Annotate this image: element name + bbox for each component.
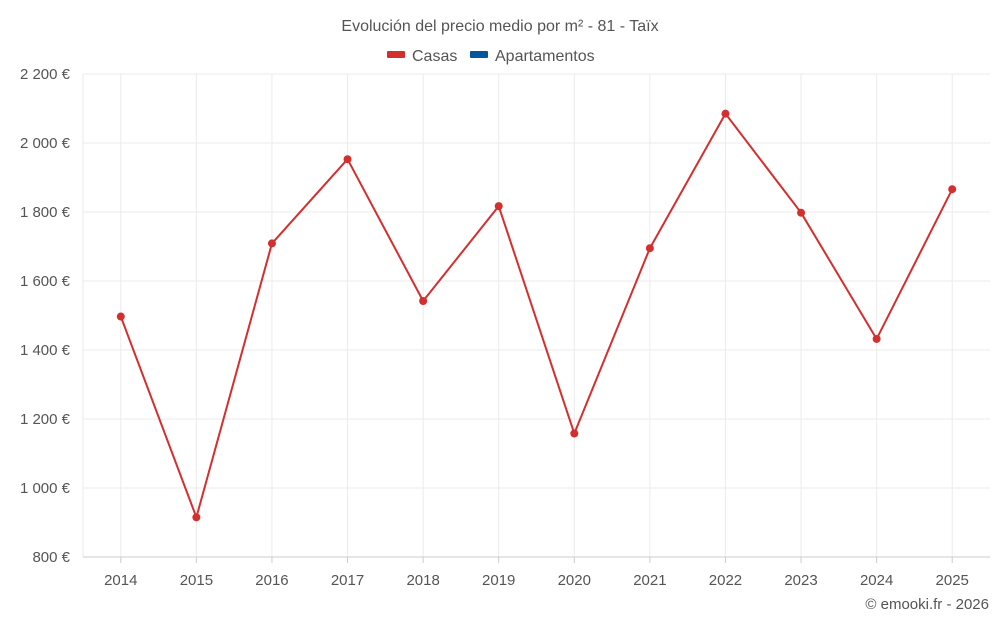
y-tick-label: 1 000 € [20,480,71,497]
y-tick-label: 2 200 € [20,66,71,83]
data-point[interactable] [419,297,428,306]
x-tick-label: 2016 [255,572,288,589]
legend-swatch-casas [387,51,405,58]
legend-item-casas[interactable]: Casas [387,48,457,65]
data-point[interactable] [872,334,881,343]
data-point[interactable] [797,208,806,217]
data-point[interactable] [645,244,654,253]
y-tick-label: 1 600 € [20,273,71,290]
legend-label-apartamentos: Apartamentos [495,48,595,65]
legend: Casas Apartamentos [387,48,595,65]
data-point[interactable] [267,239,276,248]
data-point[interactable] [494,202,503,211]
y-tick-label: 2 000 € [20,135,71,152]
x-tick-label: 2018 [406,572,439,589]
data-point[interactable] [192,513,201,522]
x-tick-label: 2017 [331,572,364,589]
y-tick-label: 800 € [32,549,70,566]
x-tick-label: 2022 [709,572,742,589]
x-tick-label: 2025 [936,572,969,589]
series-casas [116,109,957,522]
data-point[interactable] [116,312,125,321]
legend-swatch-apartamentos [470,51,488,58]
x-tick-label: 2020 [558,572,591,589]
x-tick-label: 2014 [104,572,137,589]
x-tick-label: 2015 [180,572,213,589]
y-tick-label: 1 400 € [20,342,71,359]
chart-title: Evolución del precio medio por m² - 81 -… [341,18,658,35]
y-tick-label: 1 200 € [20,411,71,428]
x-tick-label: 2021 [633,572,666,589]
data-point[interactable] [570,429,579,438]
x-tick-label: 2024 [860,572,893,589]
legend-item-apartamentos[interactable]: Apartamentos [470,48,595,65]
legend-label-casas: Casas [412,48,457,65]
y-tick-label: 1 800 € [20,204,71,221]
credit-text: © emooki.fr - 2026 [865,596,989,613]
grid [82,73,990,557]
data-point[interactable] [948,185,957,194]
axes: 800 € 1 000 € 1 200 € 1 400 € 1 600 € 1 800 €… [20,66,990,589]
x-tick-label: 2023 [784,572,817,589]
data-point[interactable] [721,109,730,118]
x-tick-label: 2019 [482,572,515,589]
series-line [119,112,954,519]
data-point[interactable] [343,155,352,164]
